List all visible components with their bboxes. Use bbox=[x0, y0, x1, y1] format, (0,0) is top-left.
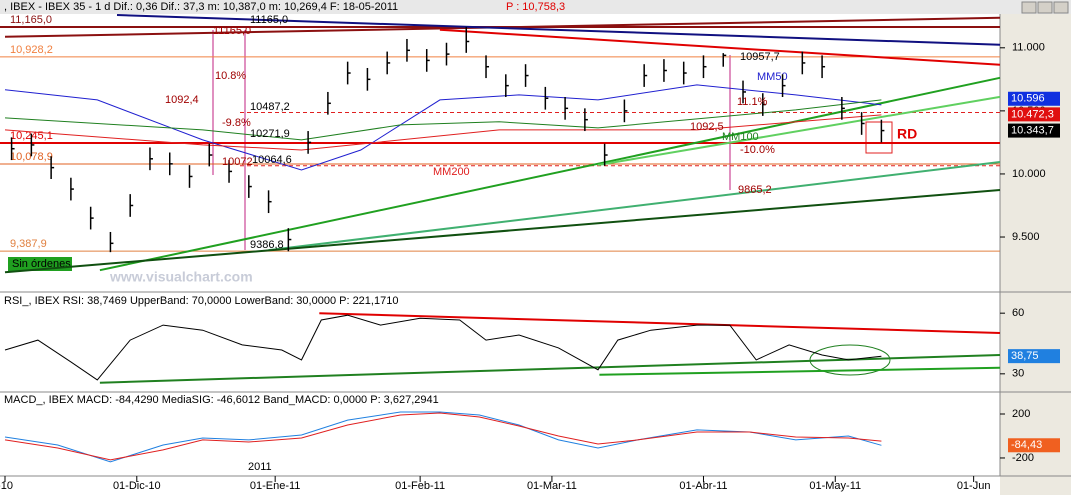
level-label: 10,078,9 bbox=[10, 151, 53, 163]
annotation: -9.8% bbox=[222, 117, 251, 129]
trendline bbox=[597, 95, 1001, 166]
annotation: 10487,2 bbox=[250, 101, 290, 113]
last-value-box bbox=[1008, 123, 1060, 138]
ma-label: MM100 bbox=[722, 131, 759, 143]
price-axis-area bbox=[1000, 14, 1071, 495]
last-value-box bbox=[1008, 438, 1060, 453]
annotation: 11.1% bbox=[737, 96, 768, 108]
last-value-box bbox=[1008, 91, 1060, 106]
x-tick-label: 01-Abr-11 bbox=[679, 480, 727, 492]
level-label: 11,165,0 bbox=[10, 14, 52, 26]
trendline bbox=[439, 28, 1001, 66]
rsi-title: RSI_, IBEX RSI: 38,7469 UpperBand: 70,00… bbox=[4, 295, 398, 307]
annotation: 9386,8 bbox=[250, 239, 284, 251]
y-tick-label: -200 bbox=[1012, 452, 1034, 464]
indicator-line bbox=[4, 412, 882, 461]
x-tick-label: 01-Mar-11 bbox=[527, 480, 577, 492]
trendline bbox=[599, 366, 1001, 376]
trendline bbox=[268, 161, 1001, 252]
annotation: 11165,0 bbox=[250, 14, 288, 26]
x-tick-label: 01-Ene-11 bbox=[250, 480, 301, 492]
last-value-box bbox=[1008, 107, 1060, 122]
trendline bbox=[319, 312, 1001, 334]
year-label: 2011 bbox=[248, 461, 272, 473]
moving-average bbox=[4, 84, 882, 171]
header-bar bbox=[0, 0, 1071, 14]
y-tick-label: 10.000 bbox=[1012, 168, 1046, 180]
y-tick-label: 30 bbox=[1012, 368, 1024, 380]
trendline bbox=[99, 76, 1001, 272]
minimize-button[interactable] bbox=[1021, 1, 1037, 14]
trendline bbox=[116, 14, 1001, 46]
header-p: P : 10,758,3 bbox=[506, 1, 565, 13]
ma-label: MM200 bbox=[433, 166, 470, 178]
annotation: 11165,0 bbox=[213, 25, 251, 37]
annotation: 1092,4 bbox=[165, 94, 199, 106]
rd-box bbox=[865, 121, 893, 154]
macd-title: MACD_, IBEX MACD: -84,4290 MediaSIG: -46… bbox=[4, 394, 439, 406]
x-tick-label: 01-Feb-11 bbox=[395, 480, 445, 492]
annotation: 10064,6 bbox=[252, 154, 292, 166]
level-label: 10,928,2 bbox=[10, 44, 53, 56]
indicator-line bbox=[4, 314, 882, 381]
y-tick-label: 9.500 bbox=[1012, 231, 1040, 243]
annotation: 10072 bbox=[222, 156, 253, 168]
x-tick-label: 01-May-11 bbox=[809, 480, 861, 492]
last-value-label: 10.596 bbox=[1011, 93, 1045, 105]
last-value-box bbox=[1008, 349, 1060, 364]
last-value-label: -84,43 bbox=[1011, 439, 1042, 451]
watermark: www.visualchart.com bbox=[109, 269, 253, 285]
annotation: 9865,2 bbox=[738, 184, 772, 196]
annotation: 1092,5 bbox=[690, 121, 724, 133]
moving-average bbox=[4, 114, 882, 151]
last-value-label: 10.343,7 bbox=[1011, 124, 1054, 136]
annotation: -10.0% bbox=[740, 144, 775, 156]
y-tick-label: 11.000 bbox=[1012, 42, 1045, 54]
status-text: Sin órdenes bbox=[12, 258, 71, 270]
x-tick-label: -10 bbox=[0, 480, 13, 492]
maximize-button[interactable] bbox=[1037, 1, 1053, 14]
header-title: , IBEX - IBEX 35 - 1 d Dif.: 0,36 Dif.: … bbox=[4, 1, 398, 13]
x-tick-label: 01-Dic-10 bbox=[113, 480, 161, 492]
annotation: 10271,9 bbox=[250, 128, 290, 140]
last-value-label: 38,75 bbox=[1011, 350, 1039, 362]
close-button[interactable] bbox=[1053, 1, 1069, 14]
annotation: 10.8% bbox=[215, 70, 246, 82]
last-value-label: 10.472,3 bbox=[1011, 108, 1054, 120]
annotation: 10957,7 bbox=[740, 51, 780, 63]
x-tick-label: 01-Jun bbox=[957, 480, 991, 492]
level-label: 9,387,9 bbox=[10, 238, 47, 250]
y-tick-label: 200 bbox=[1012, 408, 1030, 420]
ma-label: MM50 bbox=[757, 71, 788, 83]
y-tick-label: 60 bbox=[1012, 307, 1024, 319]
annotation: RD bbox=[897, 126, 917, 142]
trendline bbox=[4, 189, 1001, 274]
